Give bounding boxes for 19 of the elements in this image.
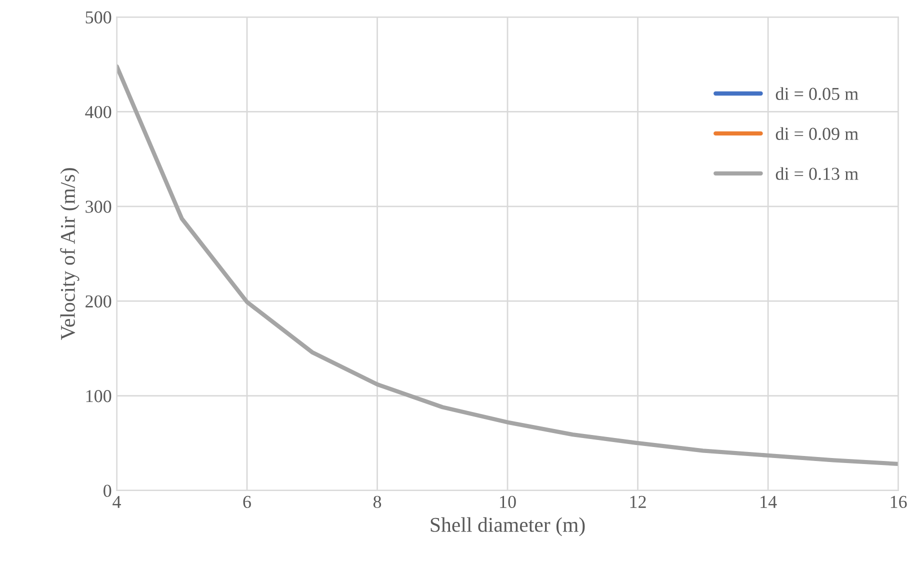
legend-label: di = 0.05 m <box>776 87 858 100</box>
y-tick-label: 0 <box>104 484 112 497</box>
x-tick-label: 16 <box>890 496 907 508</box>
x-tick-label: 8 <box>373 496 382 508</box>
y-tick-label: 400 <box>85 106 112 118</box>
x-tick-label: 12 <box>630 496 646 508</box>
x-tick-label: 10 <box>500 496 516 508</box>
y-tick-label: 200 <box>86 295 112 308</box>
x-axis-title: Shell diameter (m) <box>430 517 585 536</box>
legend-label: di = 0.09 m <box>776 127 858 140</box>
y-tick-label: 500 <box>86 11 112 24</box>
legend-label: di = 0.13 m <box>776 167 858 180</box>
x-tick-label: 6 <box>243 496 251 508</box>
y-tick-label: 100 <box>86 390 112 402</box>
x-tick-label: 14 <box>760 496 777 508</box>
y-tick-label: 300 <box>86 200 112 213</box>
y-axis-title: Velocity of Air (m/s) <box>60 168 80 340</box>
line-series <box>116 64 898 466</box>
x-tick-label: 4 <box>112 496 121 508</box>
